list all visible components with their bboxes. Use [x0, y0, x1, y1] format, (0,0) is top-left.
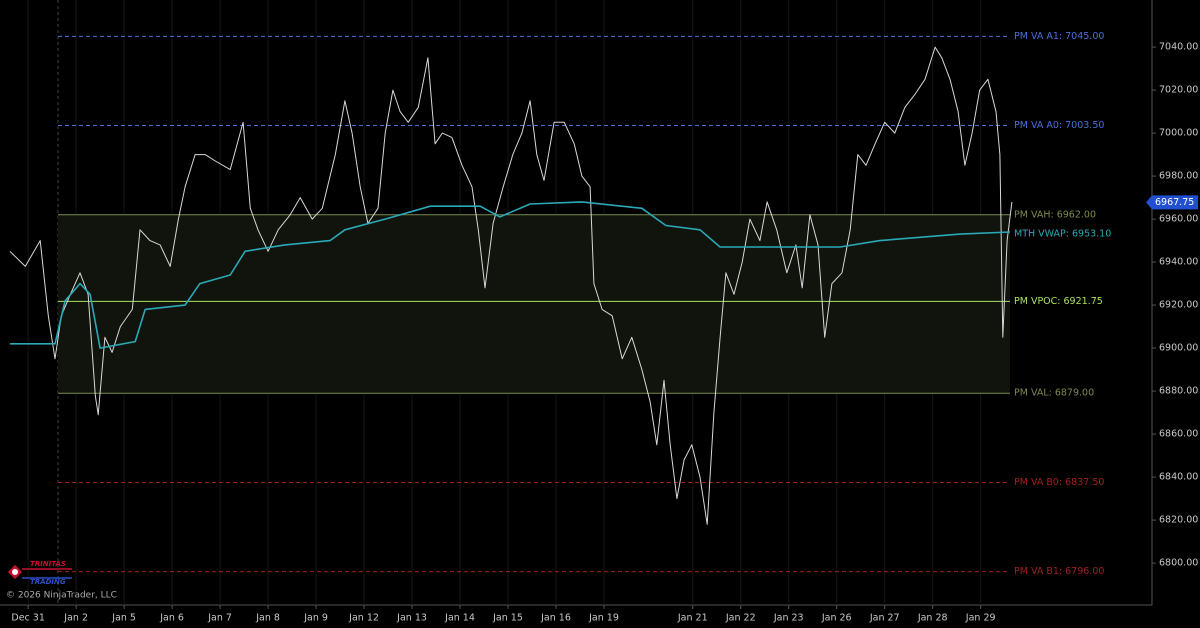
level-label: PM VPOC: 6921.75 [1014, 296, 1103, 307]
level-label: PM VA B0: 6837.50 [1014, 477, 1104, 488]
logo-text: TRADING [30, 578, 66, 586]
y-tick-label: 7040.00 [1159, 42, 1198, 53]
x-tick-label: Jan 6 [159, 613, 184, 624]
y-tick-label: 6900.00 [1159, 343, 1198, 354]
last-price-label: 6967.75 [1155, 197, 1194, 208]
y-tick-label: 6840.00 [1159, 472, 1198, 483]
x-tick-label: Jan 9 [303, 613, 328, 624]
level-label: PM VA A1: 7045.00 [1014, 31, 1104, 42]
x-tick-label: Jan 13 [396, 613, 427, 624]
level-label: PM VA A0: 7003.50 [1014, 120, 1104, 131]
x-tick-label: Jan 26 [821, 613, 852, 624]
x-tick-label: Jan 5 [111, 613, 136, 624]
x-tick-label: Jan 23 [773, 613, 804, 624]
x-tick-label: Jan 22 [725, 613, 756, 624]
y-tick-label: 6880.00 [1159, 386, 1198, 397]
y-tick-label: 6860.00 [1159, 429, 1198, 440]
price-line [9, 46, 1013, 525]
y-tick-label: 6940.00 [1159, 257, 1198, 268]
logo-text: TRINITAS [30, 560, 66, 568]
level-label: PM VAL: 6879.00 [1014, 388, 1094, 399]
x-tick-label: Jan 28 [917, 613, 948, 624]
y-tick-label: 6960.00 [1159, 214, 1198, 225]
x-tick-label: Jan 8 [255, 613, 280, 624]
x-tick-label: Jan 2 [63, 613, 88, 624]
copyright: © 2026 NinjaTrader, LLC [6, 591, 117, 601]
value-area [58, 214, 1010, 394]
x-tick-label: Dec 31 [11, 613, 45, 624]
last-price-box [1146, 195, 1198, 210]
level-label: PM VAH: 6962.00 [1014, 209, 1096, 220]
logo: TRINITAS TRADING [7, 560, 72, 586]
logo-dot [12, 569, 18, 575]
x-tick-label: Jan 7 [207, 613, 232, 624]
plot: Dec 31 Jan 2 Jan 5 Jan 6 Jan 7 Jan 8 Jan 9 Jan … [9, 0, 1198, 624]
level-label: MTH VWAP: 6953.10 [1014, 228, 1111, 239]
x-tick-label: Jan 14 [444, 613, 475, 624]
level-label: PM VA B1: 6796.00 [1014, 566, 1104, 577]
x-tick-label: Jan 12 [348, 613, 379, 624]
y-tick-label: 7000.00 [1159, 128, 1198, 139]
y-tick-label: 6980.00 [1159, 171, 1198, 182]
price-line [9, 201, 1011, 349]
x-tick-label: Jan 29 [965, 613, 996, 624]
y-tick-label: 6800.00 [1159, 558, 1198, 569]
y-tick-label: 6820.00 [1159, 515, 1198, 526]
x-tick-label: Jan 27 [869, 613, 900, 624]
y-tick-label: 6920.00 [1159, 300, 1198, 311]
y-tick-label: 7020.00 [1159, 85, 1198, 96]
x-tick-label: Jan 15 [492, 613, 523, 624]
x-tick-label: Jan 19 [588, 613, 619, 624]
x-tick-label: Jan 16 [540, 613, 571, 624]
x-tick-label: Jan 21 [677, 613, 708, 624]
